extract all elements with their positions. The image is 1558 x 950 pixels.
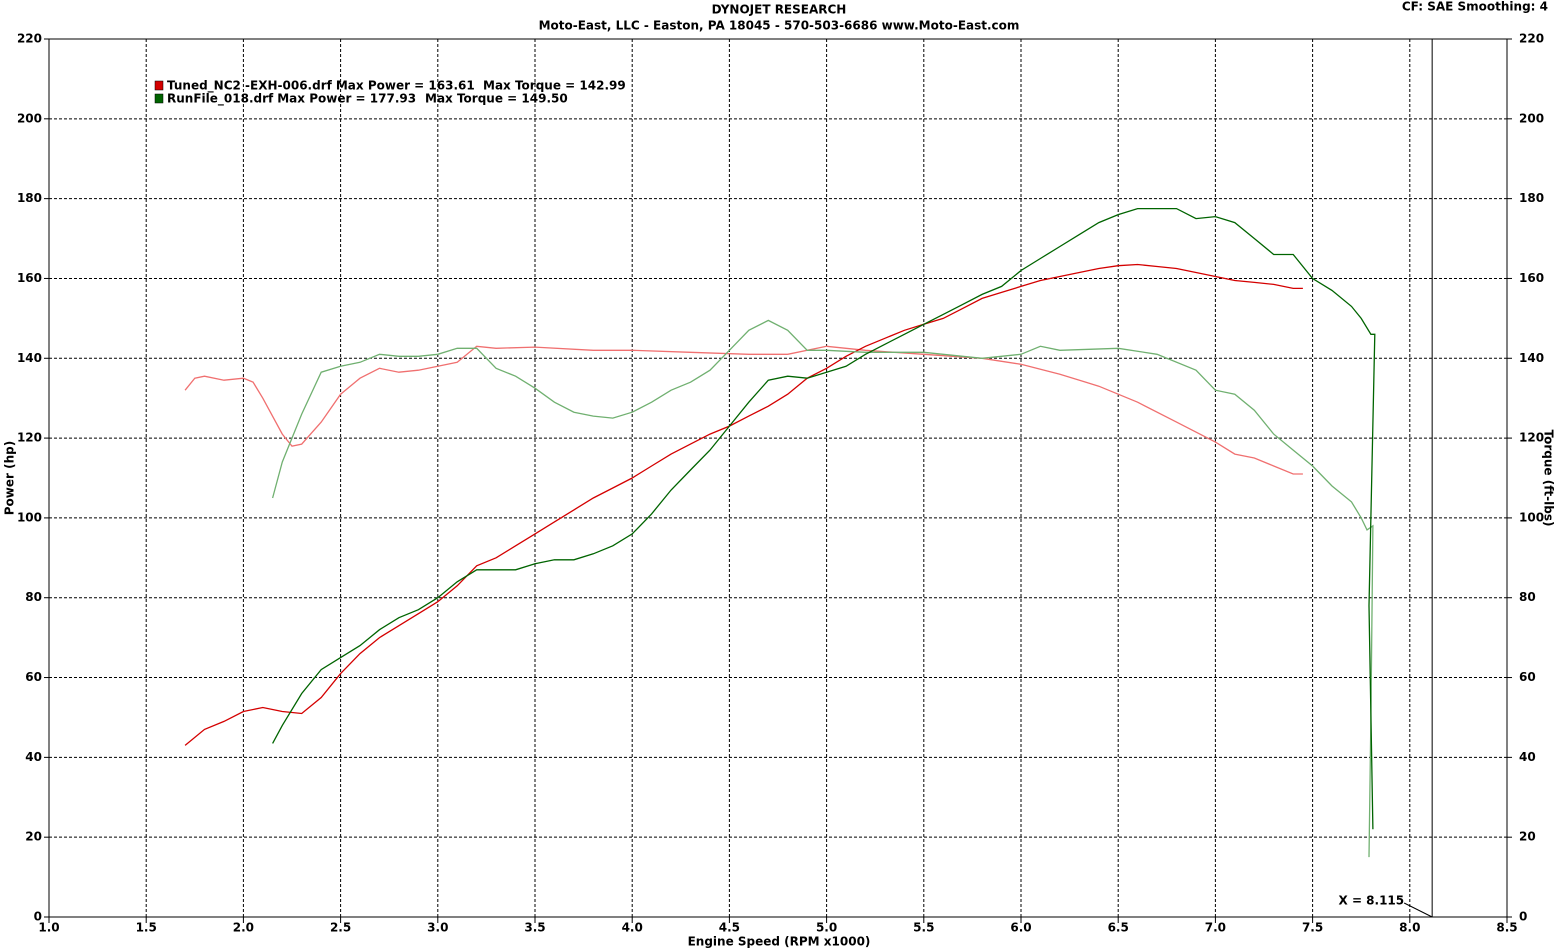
- y2-axis-label: Torque (ft-lbs): [1542, 430, 1556, 527]
- y-tick-label: 20: [25, 830, 42, 844]
- legend-name: Tuned_NC2 -EXH-006.drf: [167, 79, 333, 94]
- y2-tick-label: 0: [1519, 910, 1527, 924]
- legend-swatch: [154, 80, 164, 91]
- legend-max-torque: Max Torque = 142.99: [483, 79, 626, 93]
- y-tick-label: 120: [17, 431, 42, 445]
- y-tick-label: 200: [17, 111, 42, 125]
- x-tick-label: 4.5: [719, 921, 740, 935]
- data-line: [272, 207, 1376, 830]
- y2-tick-label: 200: [1519, 111, 1544, 125]
- x-tick-label: 6.5: [1108, 921, 1129, 935]
- x-tick-label: 3.5: [524, 921, 545, 935]
- y2-tick-label: 40: [1519, 750, 1536, 764]
- y2-tick-label: 20: [1519, 830, 1536, 844]
- x-tick-label: 4.0: [622, 921, 643, 935]
- legend-max-torque: Max Torque = 149.50: [425, 92, 568, 106]
- settings-text: CF: SAE Smoothing: 4: [1402, 0, 1548, 14]
- cursor-pointer: [1403, 902, 1433, 918]
- y2-tick-label: 100: [1519, 510, 1544, 524]
- y-tick-label: 80: [25, 590, 42, 604]
- y-tick-label: 40: [25, 750, 42, 764]
- x-axis-label: Engine Speed (RPM x1000): [688, 935, 871, 949]
- x-tick-label: 5.0: [816, 921, 837, 935]
- legend-max-power: Max Power = 163.61: [336, 79, 475, 93]
- y2-tick-label: 60: [1519, 670, 1536, 684]
- data-line: [184, 263, 1303, 746]
- plot-frame: [48, 38, 1508, 918]
- x-tick-label: 2.5: [330, 921, 351, 935]
- y-tick-label: 100: [17, 510, 42, 524]
- x-tick-label: 8.0: [1399, 921, 1420, 935]
- x-tick-label: 8.5: [1496, 921, 1517, 935]
- cursor-label: X = 8.115: [1339, 894, 1405, 908]
- y-tick-label: 160: [17, 271, 42, 285]
- y2-tick-label: 140: [1519, 351, 1544, 365]
- y-axis-label: Power (hp): [3, 441, 17, 515]
- x-tick-label: 1.5: [136, 921, 157, 935]
- y2-tick-label: 80: [1519, 590, 1536, 604]
- x-tick-label: 1.0: [38, 921, 59, 935]
- x-tick-label: 3.0: [427, 921, 448, 935]
- data-line: [271, 319, 1374, 858]
- y2-tick-label: 160: [1519, 271, 1544, 285]
- data-line: [184, 345, 1303, 475]
- x-tick-label: 2.0: [233, 921, 254, 935]
- legend-max-power: Max Power = 177.93: [277, 92, 416, 106]
- y-tick-label: 60: [25, 670, 42, 684]
- y2-tick-label: 220: [1519, 32, 1544, 46]
- x-tick-label: 7.5: [1302, 921, 1323, 935]
- legend-swatch: [154, 93, 164, 104]
- y2-tick-label: 180: [1519, 191, 1544, 205]
- y-tick-label: 0: [34, 910, 42, 924]
- y-tick-label: 180: [17, 191, 42, 205]
- y-tick-label: 140: [17, 351, 42, 365]
- y-tick-label: 220: [17, 32, 42, 46]
- x-tick-label: 6.0: [1010, 921, 1031, 935]
- x-tick-label: 5.5: [913, 921, 934, 935]
- legend-name: RunFile_018.drf: [167, 92, 274, 107]
- x-tick-label: 7.0: [1205, 921, 1226, 935]
- chart-subtitle: Moto-East, LLC - Easton, PA 18045 - 570-…: [539, 19, 1020, 33]
- y2-tick-label: 120: [1519, 431, 1544, 445]
- chart-title: DYNOJET RESEARCH: [712, 3, 847, 17]
